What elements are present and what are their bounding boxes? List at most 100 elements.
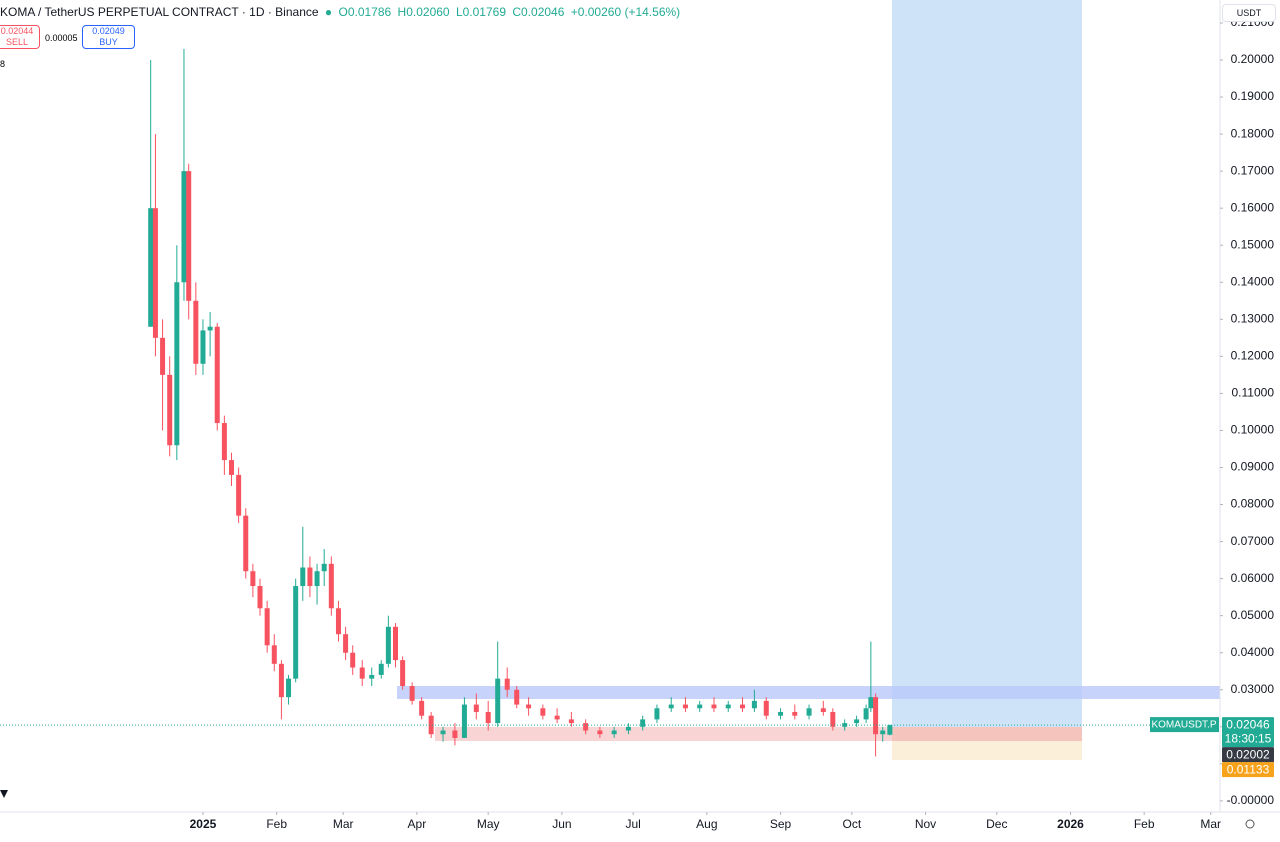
candle-body	[236, 474, 242, 516]
spread: 0.00005	[45, 33, 78, 43]
candle-body	[221, 423, 227, 461]
x-tick-label: Sep	[770, 817, 792, 831]
candle-body	[228, 460, 234, 475]
candle-body	[854, 719, 860, 724]
candle-body	[193, 300, 199, 364]
candle-body	[314, 571, 320, 587]
x-tick-label: Feb	[266, 817, 287, 831]
x-tick-label: Apr	[408, 817, 427, 831]
y-tick-label: 0.12000	[1231, 349, 1275, 363]
price-marker-label: 0.02046	[1226, 717, 1270, 731]
buy-button[interactable]: 0.02049 BUY	[82, 25, 135, 49]
candle-body	[293, 586, 299, 679]
price-marker	[1222, 747, 1274, 763]
buy-price: 0.02049	[92, 26, 125, 36]
candle-body	[526, 704, 532, 709]
y-tick-label: 0.17000	[1231, 163, 1275, 177]
candle-body	[160, 337, 166, 375]
sell-price: 0.02044	[0, 26, 34, 36]
x-tick-label: Jul	[626, 817, 641, 831]
candle-body	[152, 208, 158, 338]
candle-body	[243, 515, 249, 572]
candle-body	[711, 704, 717, 709]
y-tick-label: 0.10000	[1231, 423, 1275, 437]
y-tick-label: 0.15000	[1231, 237, 1275, 251]
candle-body	[668, 704, 674, 709]
candle-body	[378, 663, 384, 675]
candle-body	[514, 689, 520, 705]
x-tick-label: Feb	[1134, 817, 1155, 831]
candle-body	[485, 711, 491, 724]
candle-body	[186, 171, 192, 301]
high: H0.02060	[397, 5, 450, 19]
sell-label: SELL	[5, 37, 29, 47]
candle-body	[167, 374, 173, 446]
candle-body	[682, 704, 688, 709]
price-marker	[1222, 717, 1274, 748]
y-tick-label: 0.04000	[1231, 645, 1275, 659]
settings-icon[interactable]	[1245, 819, 1255, 829]
support-zone	[435, 727, 892, 741]
candle-body	[887, 725, 893, 735]
resistance-zone	[397, 686, 1220, 699]
candle-body	[792, 711, 798, 716]
candle-body	[583, 723, 589, 731]
candle-body	[440, 730, 446, 735]
stop-zone	[892, 727, 1082, 741]
x-tick-label: 2025	[190, 817, 217, 831]
y-tick-label: 0.06000	[1231, 571, 1275, 585]
y-tick-label: 0.20000	[1231, 52, 1275, 66]
candle-body	[257, 586, 263, 609]
open: O0.01786	[338, 5, 392, 19]
y-tick-label: 0.19000	[1231, 89, 1275, 103]
x-tick-label: Oct	[843, 817, 862, 831]
candle-body	[697, 704, 703, 709]
candle-body	[428, 715, 434, 735]
candle-body	[400, 660, 406, 687]
counter: 8	[0, 59, 6, 69]
candle-body	[174, 282, 180, 446]
candle-body	[830, 711, 836, 727]
candle-body	[806, 708, 812, 716]
y-tick-label: 0.11000	[1232, 386, 1275, 400]
change: +0.00260 (+14.56%)	[570, 5, 681, 19]
symbol-tag	[1150, 717, 1219, 733]
candle-body	[343, 634, 349, 653]
candle-body	[504, 678, 510, 690]
candle-body	[597, 730, 603, 735]
y-tick-label: 0.14000	[1231, 274, 1275, 288]
candle-body	[385, 626, 391, 664]
y-tick-label: 0.13000	[1231, 311, 1275, 325]
candle-body	[300, 567, 306, 587]
candle-body	[873, 697, 879, 735]
close: C0.02046	[512, 5, 565, 19]
x-tick-label: Aug	[696, 817, 717, 831]
x-tick-label: Mar	[333, 817, 354, 831]
candle-body	[264, 608, 270, 646]
candle-body	[250, 571, 256, 587]
candle-body	[359, 667, 365, 679]
symbol-tag-label: KOMAUSDT.P	[1151, 720, 1216, 731]
low: L0.01769	[455, 5, 506, 19]
candle-body	[540, 708, 546, 716]
candle-body	[419, 700, 425, 716]
candle-body	[286, 678, 292, 698]
price-marker-label: 0.02002	[1226, 747, 1270, 761]
y-tick-label: 0.07000	[1231, 534, 1275, 548]
candle-body	[307, 567, 313, 587]
candle-body	[473, 704, 479, 712]
sell-button[interactable]: 0.02044 SELL	[0, 25, 40, 49]
candle-body	[820, 708, 826, 712]
candle-body	[207, 326, 213, 331]
candle-body	[554, 715, 560, 720]
currency-select[interactable]: USDT	[1222, 4, 1276, 22]
candle-body	[409, 686, 415, 701]
countdown: 18:30:15	[1225, 731, 1272, 745]
candle-body	[868, 697, 874, 709]
candle-body	[335, 608, 341, 635]
candle-body	[654, 708, 660, 720]
candle-body	[751, 700, 757, 709]
candle-body	[321, 563, 327, 572]
